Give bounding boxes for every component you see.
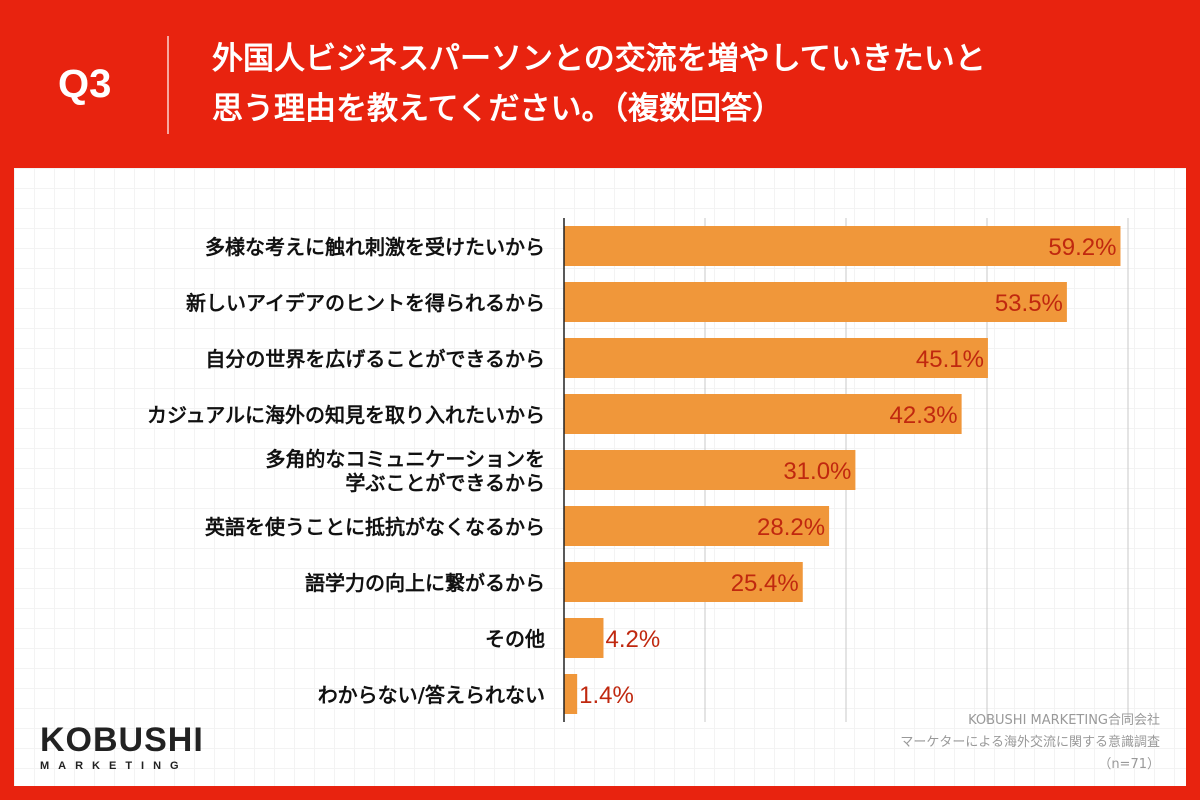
category-label: その他 <box>485 627 545 651</box>
category-label: 新しいアイデアのヒントを得られるから <box>186 291 545 315</box>
bar <box>564 506 830 546</box>
category-label: カジュアルに海外の知見を取り入れたいから <box>147 403 545 427</box>
bar <box>564 394 962 434</box>
data-label: 53.5% <box>995 290 1063 317</box>
data-label: 1.4% <box>579 682 634 709</box>
credit-company: KOBUSHI MARKETING合同会社 <box>968 713 1160 728</box>
data-label: 45.1% <box>916 346 984 373</box>
bar <box>564 450 856 490</box>
logo: KOBUSHI MARKETING <box>40 722 204 772</box>
logo-main: KOBUSHI <box>40 721 204 759</box>
logo-sub: MARKETING <box>40 760 188 772</box>
data-label: 42.3% <box>890 402 958 429</box>
category-label: わからない/答えられない <box>318 683 545 707</box>
data-label: 31.0% <box>783 458 851 485</box>
data-label: 59.2% <box>1048 234 1116 261</box>
credit: KOBUSHI MARKETING合同会社 マーケターによる海外交流に関する意識… <box>900 710 1160 776</box>
q-label: Q3 <box>58 62 112 106</box>
title-line-2: 思う理由を教えてください。（複数回答） <box>212 91 784 127</box>
bar <box>564 338 988 378</box>
data-label: 25.4% <box>731 570 799 597</box>
credit-survey: マーケターによる海外交流に関する意識調査 <box>900 735 1160 750</box>
divider <box>167 36 169 134</box>
data-label: 28.2% <box>757 514 825 541</box>
data-label: 4.2% <box>605 626 660 653</box>
bar <box>564 562 803 602</box>
title-line-1: 外国人ビジネスパーソンとの交流を増やしていきたいと <box>212 41 986 77</box>
category-label: 多様な考えに触れ刺激を受けたいから <box>205 235 545 259</box>
page-title: 外国人ビジネスパーソンとの交流を増やしていきたいと 思う理由を教えてください。（… <box>212 34 986 134</box>
category-label: 英語を使うことに抵抗がなくなるから <box>205 515 545 539</box>
bar <box>564 282 1067 322</box>
bar <box>564 618 604 658</box>
category-label: 語学力の向上に繋がるから <box>305 571 545 595</box>
category-label: 学ぶことができるから <box>345 471 545 495</box>
bar <box>564 674 578 714</box>
bar <box>564 226 1121 266</box>
category-label: 自分の世界を広げることができるから <box>205 347 545 371</box>
credit-n: （n=71） <box>1098 757 1160 772</box>
category-label: 多角的なコミュニケーションを <box>265 447 545 471</box>
